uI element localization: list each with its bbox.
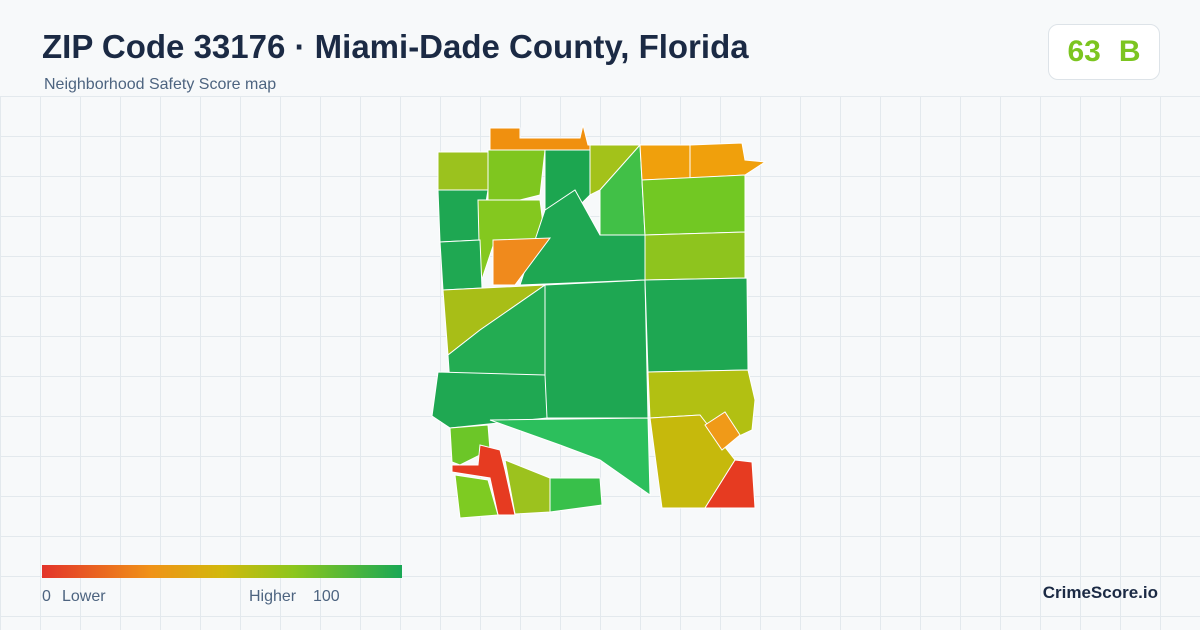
area (549, 477, 603, 513)
legend-gradient (42, 565, 402, 578)
area (437, 151, 489, 191)
legend-max: 100 (313, 588, 340, 605)
header: ZIP Code 33176 · Miami-Dade County, Flor… (0, 0, 1200, 96)
area (639, 144, 691, 181)
area (704, 459, 756, 509)
area (544, 279, 649, 419)
area (644, 231, 746, 281)
legend-min: 0 (42, 588, 51, 605)
area (454, 474, 499, 519)
subtitle: Neighborhood Safety Score map (44, 76, 277, 93)
score-grade: B (1118, 35, 1141, 68)
area (641, 174, 746, 236)
area (487, 149, 546, 201)
score-value: 63 (1067, 35, 1101, 68)
score-badge: 63 B (1048, 24, 1160, 80)
area (519, 189, 646, 286)
area (689, 142, 767, 179)
area (489, 417, 651, 496)
brand: CrimeScore.io (1042, 583, 1158, 602)
legend-max-label: Higher (249, 588, 297, 605)
title: ZIP Code 33176 · Miami-Dade County, Flor… (42, 28, 749, 65)
legend-min-label: Lower (62, 588, 106, 605)
area (451, 444, 516, 516)
area (644, 277, 749, 373)
area (439, 239, 483, 291)
area (492, 237, 552, 286)
area (704, 411, 741, 451)
